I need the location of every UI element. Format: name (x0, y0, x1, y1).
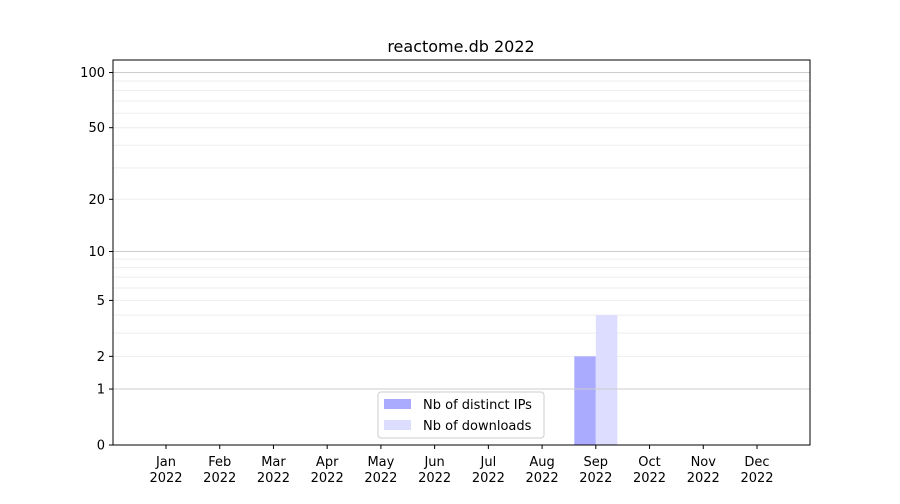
x-tick-label-month: Aug (529, 455, 554, 470)
x-tick-label-month: Dec (744, 455, 769, 470)
y-tick-label: 5 (97, 294, 105, 309)
y-tick-label: 1 (97, 383, 105, 398)
x-tick-label-year: 2022 (257, 471, 290, 486)
y-tick-label: 0 (97, 439, 105, 454)
x-tick-label-month: May (367, 455, 394, 470)
plot-frame (112, 59, 811, 446)
legend-label: Nb of downloads (423, 419, 532, 434)
y-tick-label: 100 (80, 66, 105, 81)
x-tick-label-month: Jan (155, 455, 176, 470)
y-tick-label: 50 (88, 121, 105, 136)
y-tick-label: 10 (88, 245, 105, 260)
x-tick-label-year: 2022 (526, 471, 559, 486)
legend-label: Nb of distinct IPs (423, 398, 532, 413)
x-tick-label-year: 2022 (149, 471, 182, 486)
x-tick-label-year: 2022 (311, 471, 344, 486)
x-tick-label-year: 2022 (364, 471, 397, 486)
x-tick-label-month: Oct (638, 455, 660, 470)
y-tick-label: 20 (88, 193, 105, 208)
bar-distinct-ips (574, 356, 596, 445)
x-tick-label-year: 2022 (740, 471, 773, 486)
x-tick-label-year: 2022 (203, 471, 236, 486)
x-tick-label-month: Mar (261, 455, 286, 470)
chart-title: reactome.db 2022 (387, 37, 534, 56)
x-tick-label-month: Jun (423, 455, 444, 470)
x-tick-label-year: 2022 (472, 471, 505, 486)
legend-swatch (384, 420, 411, 430)
bar-downloads (595, 315, 618, 445)
x-tick-label-year: 2022 (418, 471, 451, 486)
legend-box (377, 391, 545, 439)
x-tick-label-year: 2022 (687, 471, 720, 486)
x-tick-label-month: Feb (208, 455, 231, 470)
x-tick-label-month: Apr (316, 455, 339, 470)
x-tick-label-month: Sep (584, 455, 609, 470)
legend-swatch (384, 399, 411, 409)
legend: Nb of distinct IPs Nb of downloads (377, 391, 545, 439)
x-tick-label-month: Nov (691, 455, 717, 470)
y-tick-label: 2 (97, 350, 105, 365)
x-tick-label-month: Jul (480, 455, 497, 470)
x-tick-label-year: 2022 (579, 471, 612, 486)
x-tick-label-year: 2022 (633, 471, 666, 486)
